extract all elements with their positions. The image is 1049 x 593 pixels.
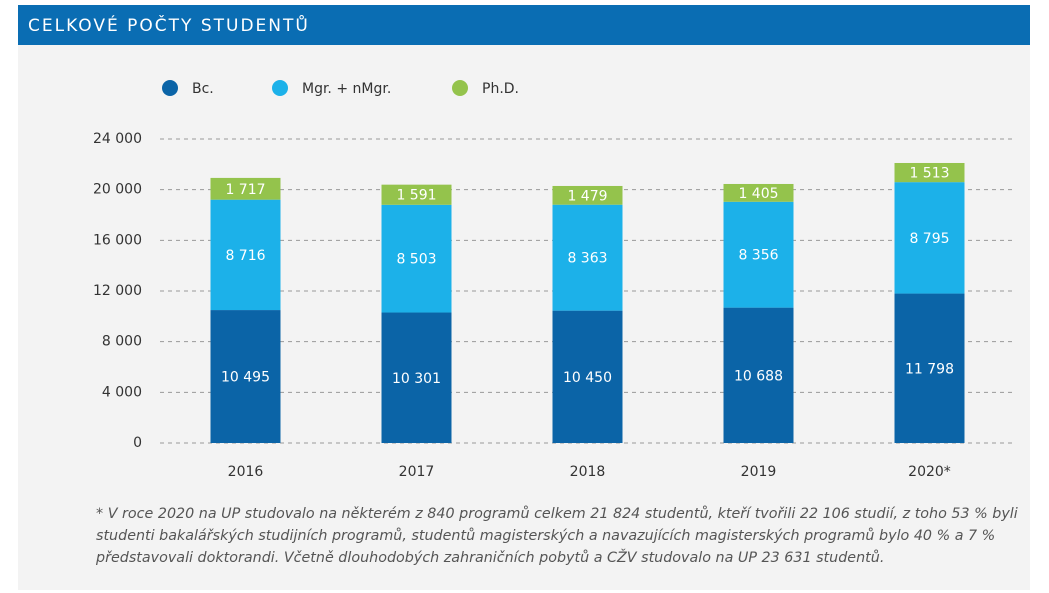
value-label: 8 716 [225,248,265,264]
value-label: 8 363 [567,251,607,267]
value-label: 8 795 [909,231,949,247]
legend-marker [272,80,288,96]
bar-segment [723,183,794,202]
bar-segment [723,307,794,443]
value-label: 1 513 [909,166,949,182]
value-label: 8 356 [738,248,778,264]
bar-segment [894,182,965,294]
y-tick-label: 20 000 [93,182,142,198]
bar-segment [381,184,452,205]
value-label: 1 717 [225,182,265,198]
legend-marker [452,80,468,96]
x-tick-label: 2016 [228,464,264,480]
value-label: 10 450 [563,370,612,386]
footnote: * V roce 2020 na UP studovalo na některé… [96,506,1018,566]
value-label: 10 301 [392,371,441,387]
bar-segment [210,199,281,311]
x-tick-label: 2017 [399,464,435,480]
x-tick-label: 2018 [570,464,606,480]
y-tick-label: 0 [133,435,142,451]
bar-segment [552,204,623,311]
value-label: 8 503 [396,252,436,268]
legend-marker [162,80,178,96]
legend-label: Ph.D. [482,81,519,97]
value-label: 1 591 [396,188,436,204]
y-tick-label: 24 000 [93,131,142,147]
value-label: 10 495 [221,370,270,386]
bar-segment [552,185,623,205]
value-label: 1 405 [738,186,778,202]
panel [18,45,1030,590]
x-tick-label: 2020* [908,464,951,480]
y-tick-label: 12 000 [93,283,142,299]
bar-segment [381,204,452,313]
chart-title: CELKOVÉ POČTY STUDENTŮ [28,14,310,36]
bar-segment [894,162,965,183]
y-tick-label: 16 000 [93,232,142,248]
bar-segment [894,293,965,443]
value-label: 11 798 [905,361,954,377]
value-label: 1 479 [567,188,607,204]
y-tick-label: 4 000 [102,384,142,400]
header-bar [18,5,1030,45]
value-label: 10 688 [734,368,783,384]
legend-label: Mgr. + nMgr. [302,81,391,97]
bar-segment [723,201,794,308]
x-tick-label: 2019 [741,464,777,480]
bar-segment [381,312,452,443]
legend-label: Bc. [192,81,214,97]
y-tick-label: 8 000 [102,334,142,350]
bar-segment [552,310,623,443]
bar-segment [210,310,281,443]
bar-segment [210,177,281,200]
